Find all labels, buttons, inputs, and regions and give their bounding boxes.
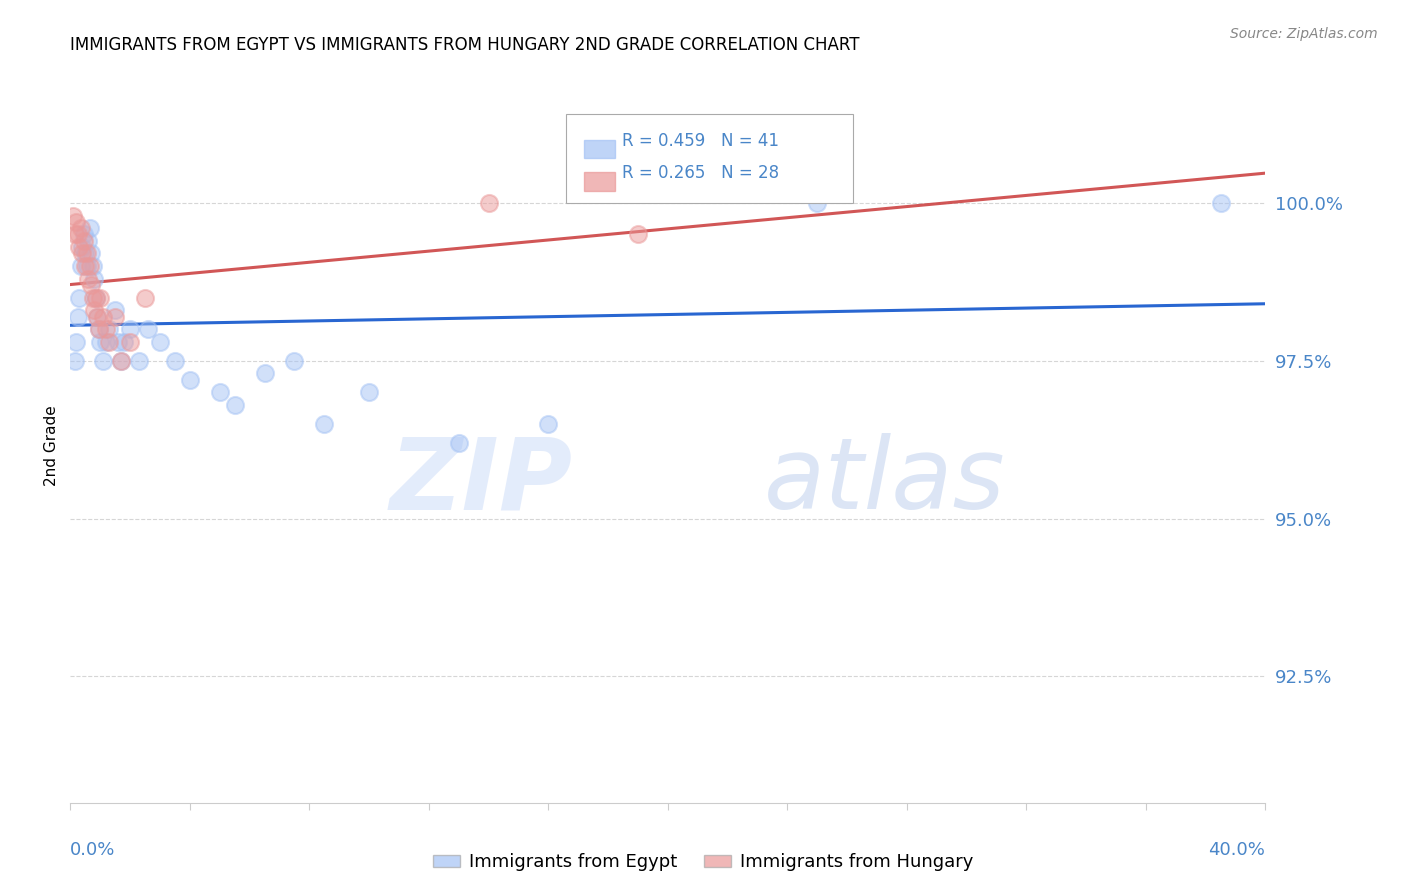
Point bbox=[1209, 195, 1232, 210]
Point bbox=[63, 227, 86, 242]
Text: R = 0.265   N = 28: R = 0.265 N = 28 bbox=[623, 164, 779, 182]
Point bbox=[66, 227, 89, 242]
Point bbox=[77, 234, 100, 248]
Point bbox=[627, 227, 650, 242]
Point bbox=[75, 259, 97, 273]
Point bbox=[537, 417, 560, 431]
Point bbox=[73, 234, 96, 248]
Text: R = 0.459   N = 41: R = 0.459 N = 41 bbox=[623, 132, 779, 150]
Point bbox=[134, 291, 156, 305]
Text: Source: ZipAtlas.com: Source: ZipAtlas.com bbox=[1230, 27, 1378, 41]
Point bbox=[65, 334, 87, 349]
Point bbox=[110, 353, 132, 368]
Point bbox=[96, 322, 117, 336]
Point bbox=[70, 246, 93, 260]
Point bbox=[79, 221, 101, 235]
Point bbox=[136, 322, 159, 336]
Y-axis label: 2nd Grade: 2nd Grade bbox=[44, 406, 59, 486]
Point bbox=[76, 246, 98, 260]
Point bbox=[110, 353, 132, 368]
Point bbox=[96, 334, 117, 349]
Point bbox=[82, 291, 104, 305]
Point bbox=[83, 303, 105, 318]
Point bbox=[87, 322, 110, 336]
Point bbox=[80, 277, 103, 292]
Point bbox=[86, 310, 108, 324]
Point bbox=[89, 334, 111, 349]
Point bbox=[62, 209, 84, 223]
Point bbox=[73, 227, 96, 242]
Point bbox=[76, 259, 98, 273]
Point bbox=[65, 215, 87, 229]
Point bbox=[66, 310, 89, 324]
Point bbox=[67, 291, 90, 305]
Point bbox=[89, 291, 111, 305]
Point bbox=[67, 240, 90, 254]
Point bbox=[120, 322, 141, 336]
Text: 40.0%: 40.0% bbox=[1209, 840, 1265, 859]
Point bbox=[283, 353, 305, 368]
Point bbox=[149, 334, 172, 349]
Point bbox=[104, 310, 127, 324]
Point bbox=[84, 291, 107, 305]
Point bbox=[208, 385, 231, 400]
Point bbox=[86, 310, 108, 324]
Text: IMMIGRANTS FROM EGYPT VS IMMIGRANTS FROM HUNGARY 2ND GRADE CORRELATION CHART: IMMIGRANTS FROM EGYPT VS IMMIGRANTS FROM… bbox=[70, 36, 860, 54]
Point bbox=[104, 303, 127, 318]
Point bbox=[224, 398, 246, 412]
Point bbox=[75, 246, 97, 260]
Point bbox=[70, 240, 93, 254]
Point bbox=[83, 271, 105, 285]
Point bbox=[87, 322, 110, 336]
Point bbox=[359, 385, 381, 400]
Point bbox=[84, 291, 107, 305]
Point bbox=[112, 334, 135, 349]
Point bbox=[128, 353, 150, 368]
Point bbox=[91, 310, 114, 324]
Point bbox=[478, 195, 501, 210]
Legend: Immigrants from Egypt, Immigrants from Hungary: Immigrants from Egypt, Immigrants from H… bbox=[425, 847, 981, 879]
Point bbox=[163, 353, 186, 368]
Point bbox=[253, 367, 276, 381]
Point bbox=[63, 353, 86, 368]
Point bbox=[447, 435, 470, 450]
FancyBboxPatch shape bbox=[585, 139, 616, 159]
Point bbox=[806, 195, 828, 210]
Point bbox=[91, 353, 114, 368]
Point bbox=[98, 334, 121, 349]
Text: 0.0%: 0.0% bbox=[70, 840, 115, 859]
Point bbox=[80, 246, 103, 260]
Text: atlas: atlas bbox=[763, 434, 1005, 530]
Point bbox=[82, 259, 104, 273]
Point bbox=[120, 334, 141, 349]
Point bbox=[98, 322, 121, 336]
Point bbox=[314, 417, 336, 431]
Point bbox=[107, 334, 129, 349]
Text: ZIP: ZIP bbox=[389, 434, 572, 530]
Point bbox=[69, 259, 91, 273]
FancyBboxPatch shape bbox=[585, 171, 616, 191]
Point bbox=[179, 373, 201, 387]
FancyBboxPatch shape bbox=[567, 114, 853, 203]
Point bbox=[77, 271, 100, 285]
Point bbox=[69, 221, 91, 235]
Point bbox=[79, 259, 101, 273]
